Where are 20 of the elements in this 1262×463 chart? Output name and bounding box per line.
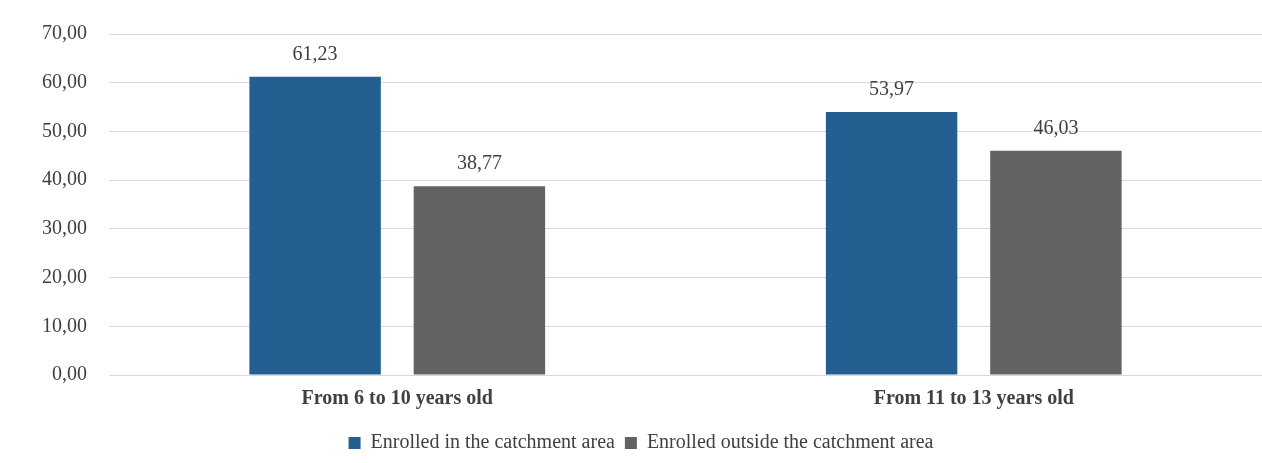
legend-label: Enrolled outside the catchment area	[646, 430, 934, 453]
y-tick-label: 0,00	[52, 362, 87, 385]
y-tick-label: 60,00	[42, 69, 87, 92]
y-tick-label: 30,00	[42, 216, 87, 239]
bar	[825, 112, 958, 375]
data-label: 53,97	[869, 77, 915, 100]
bar	[990, 150, 1122, 375]
y-tick-label: 10,00	[42, 313, 87, 336]
y-tick-label: 50,00	[42, 118, 87, 141]
y-tick-label: 70,00	[42, 21, 87, 44]
data-label: 38,77	[456, 151, 502, 174]
y-tick-label: 40,00	[42, 167, 87, 190]
legend-label: Enrolled in the catchment area	[370, 430, 616, 453]
data-label: 61,23	[292, 41, 338, 64]
bar	[413, 186, 546, 375]
x-tick-label: From 11 to 13 years old	[873, 386, 1074, 410]
x-tick-label: From 6 to 10 years old	[301, 386, 493, 410]
bar	[249, 76, 381, 375]
data-label: 46,03	[1033, 116, 1079, 139]
y-tick-label: 20,00	[42, 264, 87, 287]
